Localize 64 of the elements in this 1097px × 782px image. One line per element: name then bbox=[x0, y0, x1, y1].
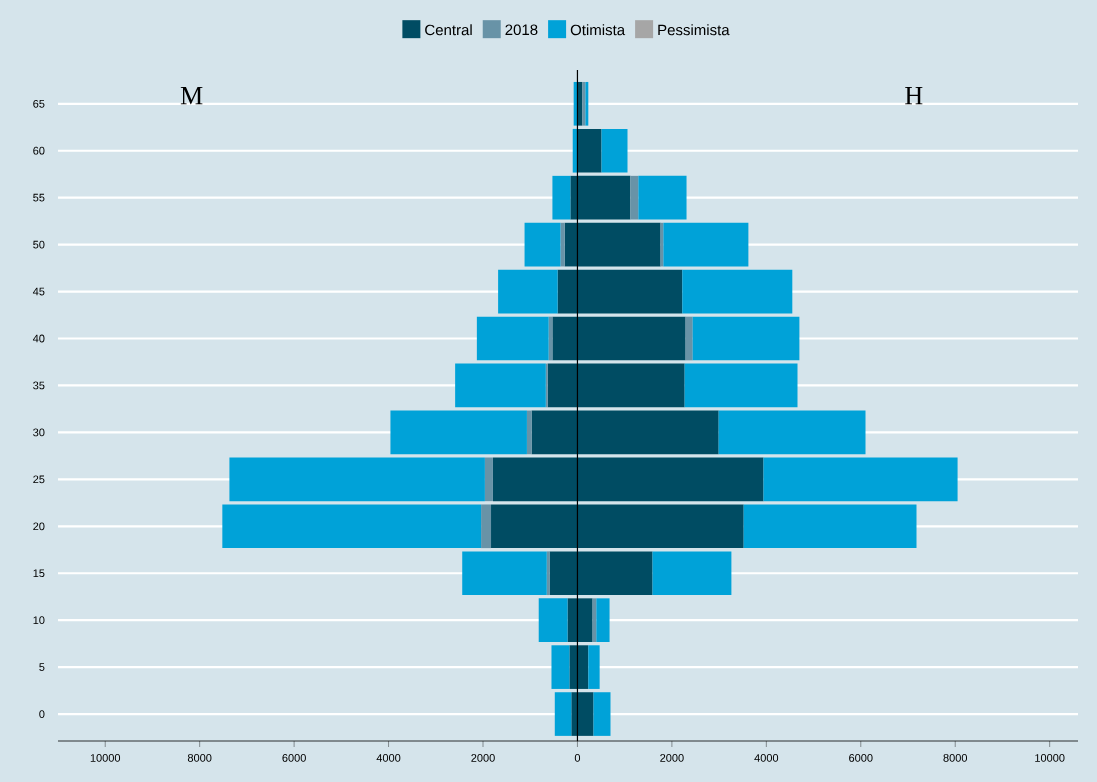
annotation: M bbox=[180, 87, 203, 105]
bar bbox=[551, 645, 570, 689]
bar bbox=[546, 551, 550, 596]
bar bbox=[601, 128, 628, 173]
bar bbox=[498, 269, 558, 314]
bar bbox=[484, 457, 493, 502]
y-tick-label: 15 bbox=[33, 569, 45, 578]
y-tick-label: 35 bbox=[33, 381, 45, 390]
bar bbox=[455, 363, 546, 408]
bar bbox=[630, 175, 639, 220]
bar bbox=[682, 269, 793, 314]
bar bbox=[638, 175, 687, 220]
y-tick-label: 60 bbox=[33, 146, 45, 155]
y-tick-label: 25 bbox=[33, 475, 45, 484]
legend-label: Central bbox=[425, 24, 472, 36]
y-tick-label: 10 bbox=[33, 616, 45, 625]
y-tick-label: 5 bbox=[39, 663, 45, 671]
y-tick-label: 40 bbox=[32, 334, 45, 343]
x-tick-label: 4000 bbox=[376, 754, 401, 762]
bar bbox=[593, 692, 611, 736]
y-tick-label: 65 bbox=[33, 99, 45, 108]
bar bbox=[481, 504, 492, 549]
bar bbox=[743, 504, 917, 549]
y-tick-label: 45 bbox=[32, 287, 45, 296]
annotation: H bbox=[905, 87, 923, 105]
bar bbox=[554, 692, 572, 736]
bar bbox=[685, 316, 693, 361]
x-tick-label: 10000 bbox=[90, 754, 121, 762]
bar bbox=[588, 645, 600, 689]
bar bbox=[526, 410, 532, 455]
legend-label: Pessimista bbox=[658, 24, 730, 36]
bar bbox=[577, 128, 602, 173]
bar bbox=[718, 410, 866, 455]
x-tick-label: 8000 bbox=[943, 754, 968, 762]
bar bbox=[663, 222, 749, 267]
y-tick-label: 20 bbox=[33, 522, 45, 531]
bar bbox=[596, 598, 610, 642]
bar bbox=[692, 316, 800, 361]
bar bbox=[462, 551, 547, 596]
bar bbox=[390, 410, 527, 455]
bar bbox=[476, 316, 549, 361]
x-tick-label: 8000 bbox=[187, 754, 212, 762]
x-tick-label: 0 bbox=[574, 754, 581, 762]
x-tick-label: 2000 bbox=[471, 754, 495, 762]
y-tick-label: 0 bbox=[39, 710, 45, 718]
y-tick-label: 55 bbox=[33, 193, 45, 202]
bar bbox=[524, 222, 561, 267]
bar bbox=[560, 222, 565, 267]
legend-label: 2018 bbox=[505, 24, 538, 36]
bar bbox=[652, 551, 732, 596]
legend-label: Otimista bbox=[570, 24, 626, 36]
bar bbox=[684, 363, 798, 408]
y-tick-label: 30 bbox=[33, 428, 45, 437]
x-tick-label: 10000 bbox=[1035, 754, 1065, 762]
bar bbox=[763, 457, 958, 502]
bar bbox=[222, 504, 482, 549]
x-tick-label: 4000 bbox=[754, 754, 779, 762]
bar bbox=[229, 457, 485, 502]
bar bbox=[552, 175, 571, 220]
y-tick-label: 50 bbox=[33, 240, 45, 249]
x-tick-label: 6000 bbox=[282, 754, 306, 762]
x-tick-label: 2000 bbox=[660, 754, 684, 762]
bar bbox=[538, 598, 568, 642]
x-tick-label: 6000 bbox=[849, 754, 873, 762]
